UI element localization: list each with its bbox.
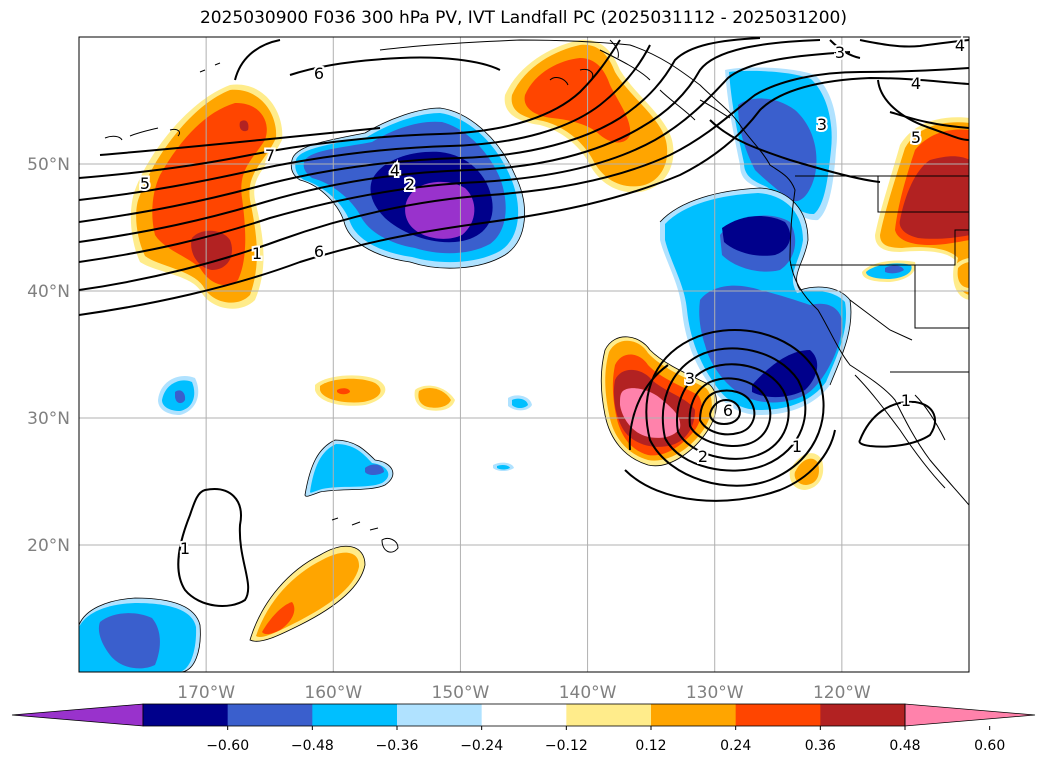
- colorbar-extend-high: [904, 703, 1036, 727]
- state-borders: [790, 176, 969, 373]
- contour-label: 4: [955, 36, 965, 55]
- contour-label: 2: [405, 175, 415, 194]
- lon-tick-label: 120°W: [813, 683, 871, 703]
- lon-tick-label: 150°W: [432, 683, 490, 703]
- longitude-labels: 170°W 160°W 150°W 140°W 130°W 120°W: [177, 683, 871, 703]
- contour-label: 3: [685, 369, 695, 388]
- lon-tick-label: 160°W: [304, 683, 362, 703]
- lat-tick-label: 50°N: [27, 155, 70, 175]
- baja-coast: [854, 374, 946, 489]
- colorbar-extend-low: [11, 703, 144, 727]
- contour-label: 1: [901, 391, 911, 410]
- contour-label: 7: [265, 146, 275, 165]
- colorbar-tick-label: −0.12: [545, 738, 588, 754]
- gridlines: [79, 37, 969, 672]
- coastline-layer: [104, 39, 969, 553]
- contour-label: 6: [314, 242, 324, 261]
- lon-tick-label: 130°W: [686, 683, 744, 703]
- lat-tick-label: 20°N: [27, 536, 70, 556]
- hawaii-islands: [331, 517, 399, 553]
- contour-label: 2: [698, 447, 708, 466]
- alaska-coastline: [379, 39, 969, 506]
- contour-label: 4: [390, 161, 400, 180]
- contour-label: 4: [911, 74, 921, 93]
- contour-label: 1: [252, 244, 262, 263]
- contour-label: 1: [792, 437, 802, 456]
- colorbar-segment: [820, 704, 906, 726]
- pv-shading-layer: [79, 39, 969, 672]
- lon-tick-label: 170°W: [177, 683, 235, 703]
- colorbar-frame: [142, 703, 906, 727]
- contour-label: 5: [911, 128, 921, 147]
- latitude-labels: 50°N 40°N 30°N 20°N: [27, 155, 70, 556]
- colorbar-segment: [735, 704, 821, 726]
- contour-label: 3: [835, 43, 845, 62]
- lon-tick-label: 140°W: [559, 683, 617, 703]
- colorbar-tick-label: 0.12: [635, 738, 666, 754]
- colorbar-tick-label: 0.36: [805, 738, 836, 754]
- contour-south-loop: [177, 488, 250, 607]
- colorbar-tick-label: 0.48: [889, 738, 920, 754]
- colorbar-tick-label: −0.36: [376, 738, 419, 754]
- colorbar: −0.60 −0.48 −0.36 −0.24 −0.12 0.12 0.24 0.36 0.4…: [11, 703, 1036, 754]
- contour-label: 5: [140, 174, 150, 193]
- lat-tick-label: 40°N: [27, 282, 70, 302]
- contour-label: 6: [723, 401, 733, 420]
- cutoff-low-contours: [645, 329, 825, 487]
- map-title: 2025030900 F036 300 hPa PV, IVT Landfall…: [199, 8, 847, 28]
- colorbar-segment: [312, 704, 398, 726]
- thin-contour-layer: [79, 107, 852, 672]
- colorbar-tick-label: 0.24: [720, 738, 751, 754]
- ivt-contour-layer: [79, 37, 969, 607]
- colorbar-segment: [143, 704, 229, 726]
- contour-label: 6: [314, 64, 324, 83]
- colorbar-tick-label: −0.60: [206, 738, 249, 754]
- colorbar-segment: [481, 704, 567, 726]
- colorbar-segment: [566, 704, 652, 726]
- colorbar-tick-label: −0.24: [460, 738, 503, 754]
- colorbar-segment: [227, 704, 313, 726]
- colorbar-segment: [397, 704, 483, 726]
- map-frame: [78, 36, 970, 673]
- lat-tick-label: 30°N: [27, 409, 70, 429]
- colorbar-segment: [651, 704, 737, 726]
- colorbar-tick-label: 0.60: [974, 738, 1005, 754]
- colorbar-tick-label: −0.48: [291, 738, 334, 754]
- contour-label: 1: [180, 539, 190, 558]
- contour-label: 3: [817, 115, 827, 134]
